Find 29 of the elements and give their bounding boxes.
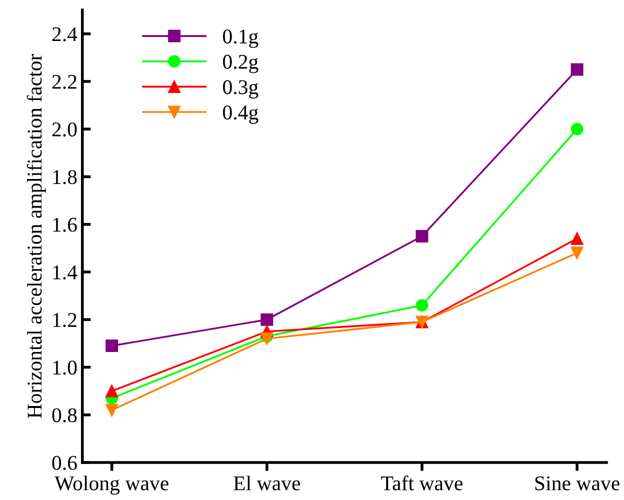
y-tick-label: 0.6: [52, 456, 77, 470]
y-tick-label: 1.0: [53, 360, 77, 375]
point: [106, 404, 118, 416]
point: [106, 384, 118, 398]
y-tick-label: 1.6: [53, 218, 77, 232]
y-tick-label: 1.2: [53, 313, 76, 328]
x-tick-label: Sine wave: [535, 476, 620, 490]
y-axis-title: Horizontal acceleration amplification factor: [26, 54, 46, 418]
y-tick-label: 2.2: [52, 74, 76, 89]
point: [570, 246, 584, 260]
legend-label: 0.4g: [223, 105, 258, 124]
x-tick-label: El wave: [234, 476, 300, 490]
point: [570, 63, 584, 76]
x-tick-label: Taft wave: [381, 475, 462, 490]
point: [570, 232, 584, 245]
y-tick-label: 0.8: [52, 408, 77, 422]
y-tick-label: 2.4: [52, 27, 78, 42]
legend-label: 0.3g: [223, 80, 258, 98]
legend-label: 0.1g: [223, 29, 258, 48]
y-tick-label: 1.4: [53, 265, 78, 280]
y-tick-label: 1.8: [53, 170, 77, 184]
point: [260, 313, 274, 326]
point: [416, 230, 428, 242]
point: [416, 299, 428, 312]
point: [106, 340, 118, 352]
legend-label: 0.2g: [223, 54, 258, 74]
y-tick-label: 2.0: [52, 122, 77, 137]
x-tick-label: Wolong wave: [54, 476, 168, 495]
point: [570, 122, 584, 136]
